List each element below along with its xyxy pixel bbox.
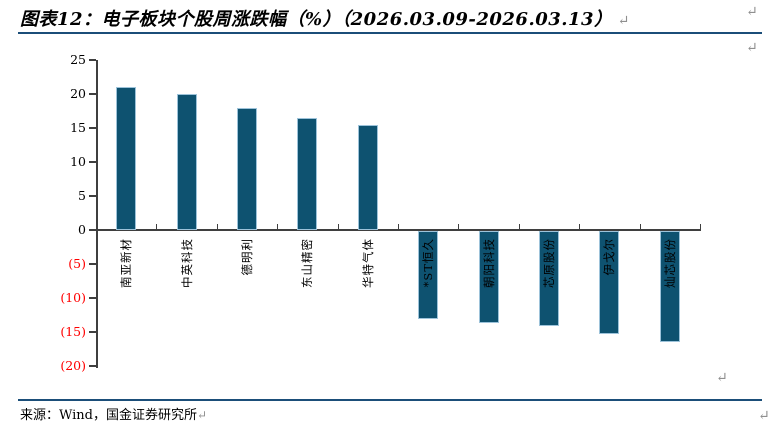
x-axis-category-label: 朝阳科技 [481,238,496,288]
y-axis-tick [89,229,96,231]
y-axis-tick [89,297,96,299]
figure-title-row: 图表12：电子板块个股周涨跌幅（%）（2026.03.09-2026.03.13… [20,5,760,31]
bar-8 [539,231,559,327]
figure-title: 图表12：电子板块个股周涨跌幅（%）（2026.03.09-2026.03.13… [20,9,613,30]
bar-4 [297,118,318,230]
x-axis-tick [398,224,399,231]
footer-divider [18,399,762,401]
bar-2 [176,94,197,230]
y-axis-tick [89,59,96,61]
x-axis-tick [458,224,460,231]
x-axis-tick [700,224,701,231]
x-axis-tick [579,224,581,231]
x-axis-tick [216,224,218,231]
paragraph-mark-icon: ↵ [746,4,758,20]
x-axis-category-label: *ST恒久 [421,238,436,288]
y-axis-tick [89,93,96,95]
x-axis-tick [337,224,339,231]
y-axis-tick [89,331,96,333]
x-axis-tick [156,224,158,231]
y-axis-tick-label: (5) [68,256,86,271]
paragraph-mark-icon: ↵ [746,40,758,56]
x-axis-tick [277,224,279,231]
y-axis-tick-label: 5 [78,188,86,203]
bar-9 [599,231,620,335]
x-axis-tick [639,224,641,231]
bar-5 [357,124,378,230]
y-axis-tick-label: (15) [60,324,86,339]
y-axis-tick [89,195,96,197]
bar-7 [478,231,499,323]
y-axis-tick-label: (20) [60,358,86,373]
x-axis-category-label: 东山精密 [300,238,315,288]
bar-3 [237,107,257,230]
paragraph-mark-icon: ↵ [758,408,770,424]
bar-10 [659,231,680,342]
y-axis-tick-label: 10 [70,154,86,169]
x-axis-tick [96,224,97,231]
y-axis-tick-label: 15 [70,120,86,135]
paragraph-mark-icon: ↵ [617,13,630,29]
source-note-row: 来源：Wind，国金证券研究所↵ [20,404,207,423]
y-axis-tick-label: 25 [70,52,86,67]
x-axis-category-label: 伊戈尔 [602,238,617,276]
bar-6 [418,231,439,320]
x-axis-tick [518,224,520,231]
y-axis-tick [89,127,96,129]
x-axis-category-label: 芯原股份 [542,238,556,288]
y-axis-tick [89,161,96,163]
y-axis-tick-label: 20 [70,86,86,101]
x-axis-category-label: 南亚新材 [119,238,134,288]
y-axis-line [96,60,98,368]
paragraph-mark-icon: ↵ [197,408,208,422]
x-axis-category-label: 华特气体 [360,238,375,288]
paragraph-mark-icon: ↵ [716,370,728,386]
y-axis-tick-label: (10) [60,290,86,305]
bar-1 [116,87,137,230]
source-note: 来源：Wind，国金证券研究所 [20,408,197,423]
y-axis-tick-label: 0 [78,222,86,237]
y-axis-tick [89,263,96,265]
title-divider [18,32,762,34]
x-axis-category-label: 灿芯股份 [662,238,677,288]
y-axis-tick [89,365,96,367]
x-axis-category-label: 德明利 [240,238,254,276]
bar-chart: 25 20 15 10 5 0 (5) (10) (15) (20) 南亚新材 中英科技 德明利 东山精密… [0,40,773,390]
x-axis-category-label: 中英科技 [179,238,194,288]
